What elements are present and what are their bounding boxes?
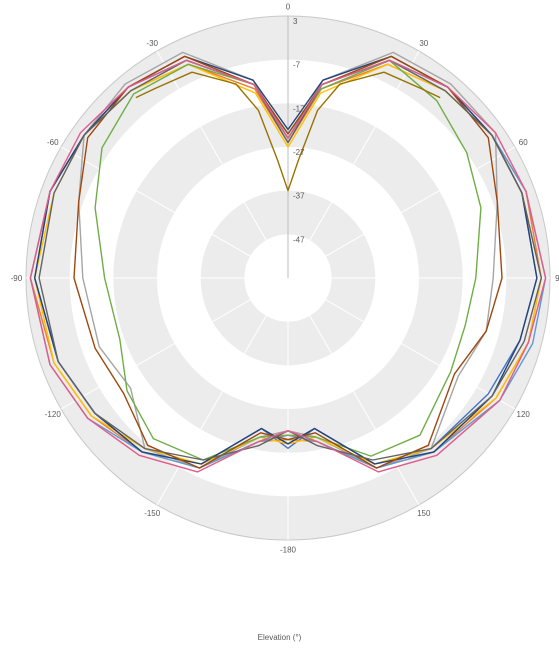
angular-gridline	[287, 146, 516, 279]
series-line-11	[29, 59, 547, 473]
angular-tick-label: 90	[555, 274, 559, 283]
angular-tick-label: -30	[146, 39, 158, 48]
radial-tick-label: -37	[293, 192, 305, 201]
radial-tick-label: -17	[293, 104, 305, 113]
angular-gridline	[60, 277, 289, 410]
series-line-8	[73, 55, 503, 469]
angular-tick-label: 120	[517, 410, 531, 419]
radial-tick-label: -47	[293, 235, 305, 244]
angular-gridlines	[26, 16, 550, 540]
angular-tick-label: -90	[11, 274, 23, 283]
series-line-10	[135, 71, 441, 192]
angular-tick-label: 60	[519, 138, 528, 147]
series-line-6	[94, 59, 482, 461]
radial-tick-label: -27	[293, 148, 305, 157]
angular-tick-label: -180	[280, 546, 297, 555]
angular-tick-label: 0	[286, 2, 291, 11]
angular-gridline	[287, 50, 420, 279]
radial-tick-label: 3	[293, 17, 298, 26]
series-group	[29, 51, 547, 473]
radial-tick-labels: 3 -7 -17 -27 -37 -47	[293, 17, 305, 244]
x-axis-title: Elevation (°)	[257, 633, 302, 642]
angular-tick-label: -120	[45, 410, 62, 419]
angular-tick-label: 30	[419, 39, 428, 48]
angular-tick-label: 150	[417, 509, 431, 518]
radial-tick-label: -7	[293, 61, 301, 70]
angular-tick-label: -150	[144, 509, 161, 518]
angular-tick-labels: 0 30 60 90 120 150 -180 -150 -120 -90 -60 -30	[11, 2, 559, 554]
angular-gridline	[287, 277, 516, 410]
angular-gridline	[156, 50, 289, 279]
angular-tick-label: -60	[47, 138, 59, 147]
